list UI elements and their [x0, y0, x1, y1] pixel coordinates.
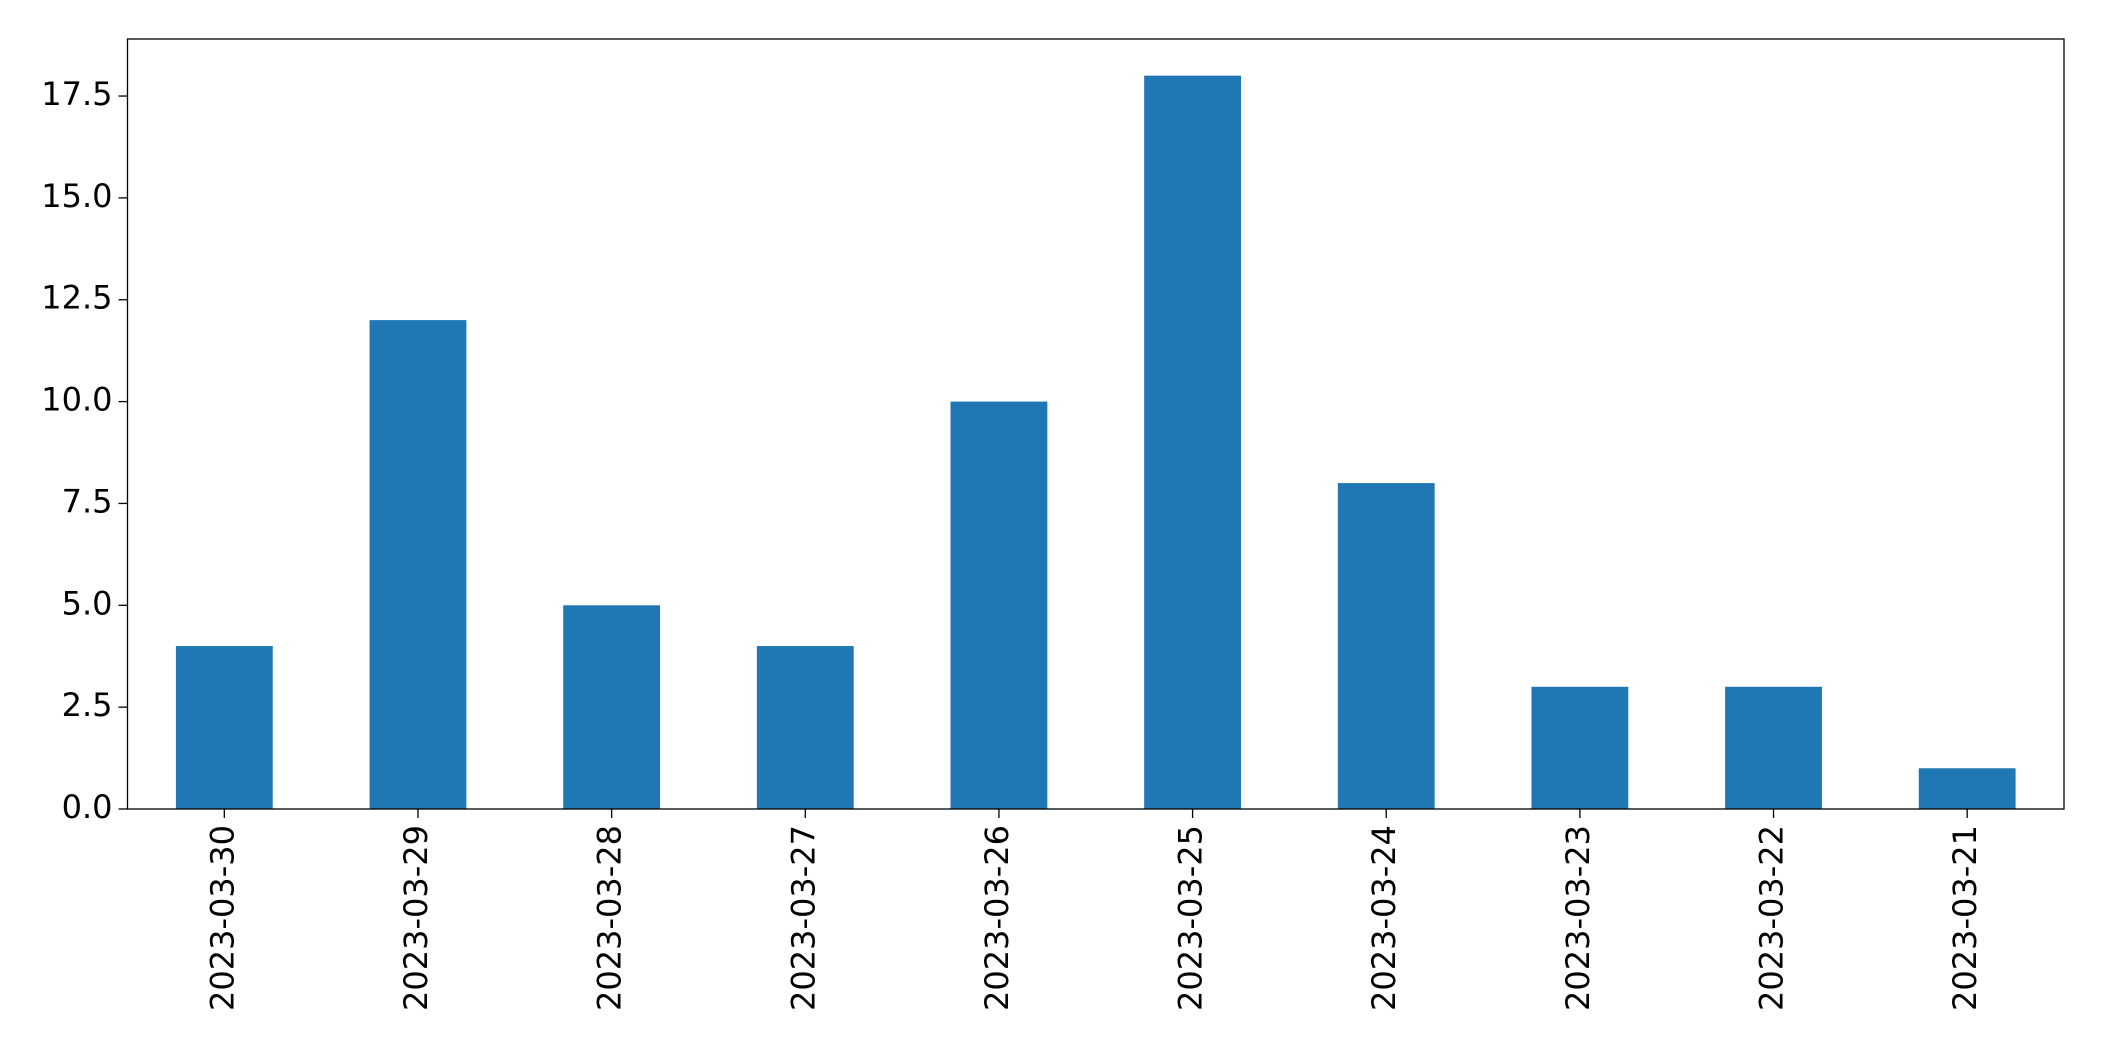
- y-tick-label: 17.5: [41, 75, 112, 113]
- bar: [1918, 768, 2016, 809]
- x-tick-label: 2023-03-26: [978, 825, 1016, 1011]
- x-tick-label: 2023-03-28: [591, 825, 629, 1011]
- y-tick-label: 2.5: [62, 686, 113, 724]
- x-tick-label: 2023-03-30: [203, 825, 241, 1011]
- bar: [1337, 483, 1435, 809]
- plot-frame: [126, 38, 2065, 810]
- bar: [756, 646, 854, 809]
- bar: [950, 401, 1048, 809]
- bar: [1531, 686, 1629, 809]
- bar: [563, 605, 661, 809]
- y-tick-label: 0.0: [62, 788, 113, 826]
- y-tick-label: 7.5: [62, 482, 113, 520]
- x-tick-label: 2023-03-23: [1559, 825, 1597, 1011]
- x-tick-label: 2023-03-24: [1365, 825, 1403, 1011]
- y-tick-label: 5.0: [62, 584, 113, 622]
- y-tick-label: 10.0: [41, 381, 112, 419]
- bar: [369, 320, 467, 809]
- x-tick-label: 2023-03-22: [1753, 825, 1791, 1011]
- bar: [1725, 686, 1822, 809]
- x-tick-label: 2023-03-27: [784, 825, 822, 1011]
- y-tick-label: 12.5: [41, 279, 112, 317]
- x-tick-label: 2023-03-25: [1172, 825, 1210, 1011]
- y-tick-label: 15.0: [41, 177, 112, 215]
- x-tick-label: 2023-03-21: [1946, 825, 1984, 1011]
- bar: [175, 646, 273, 809]
- x-tick-label: 2023-03-29: [397, 825, 435, 1011]
- bar: [1144, 75, 1241, 809]
